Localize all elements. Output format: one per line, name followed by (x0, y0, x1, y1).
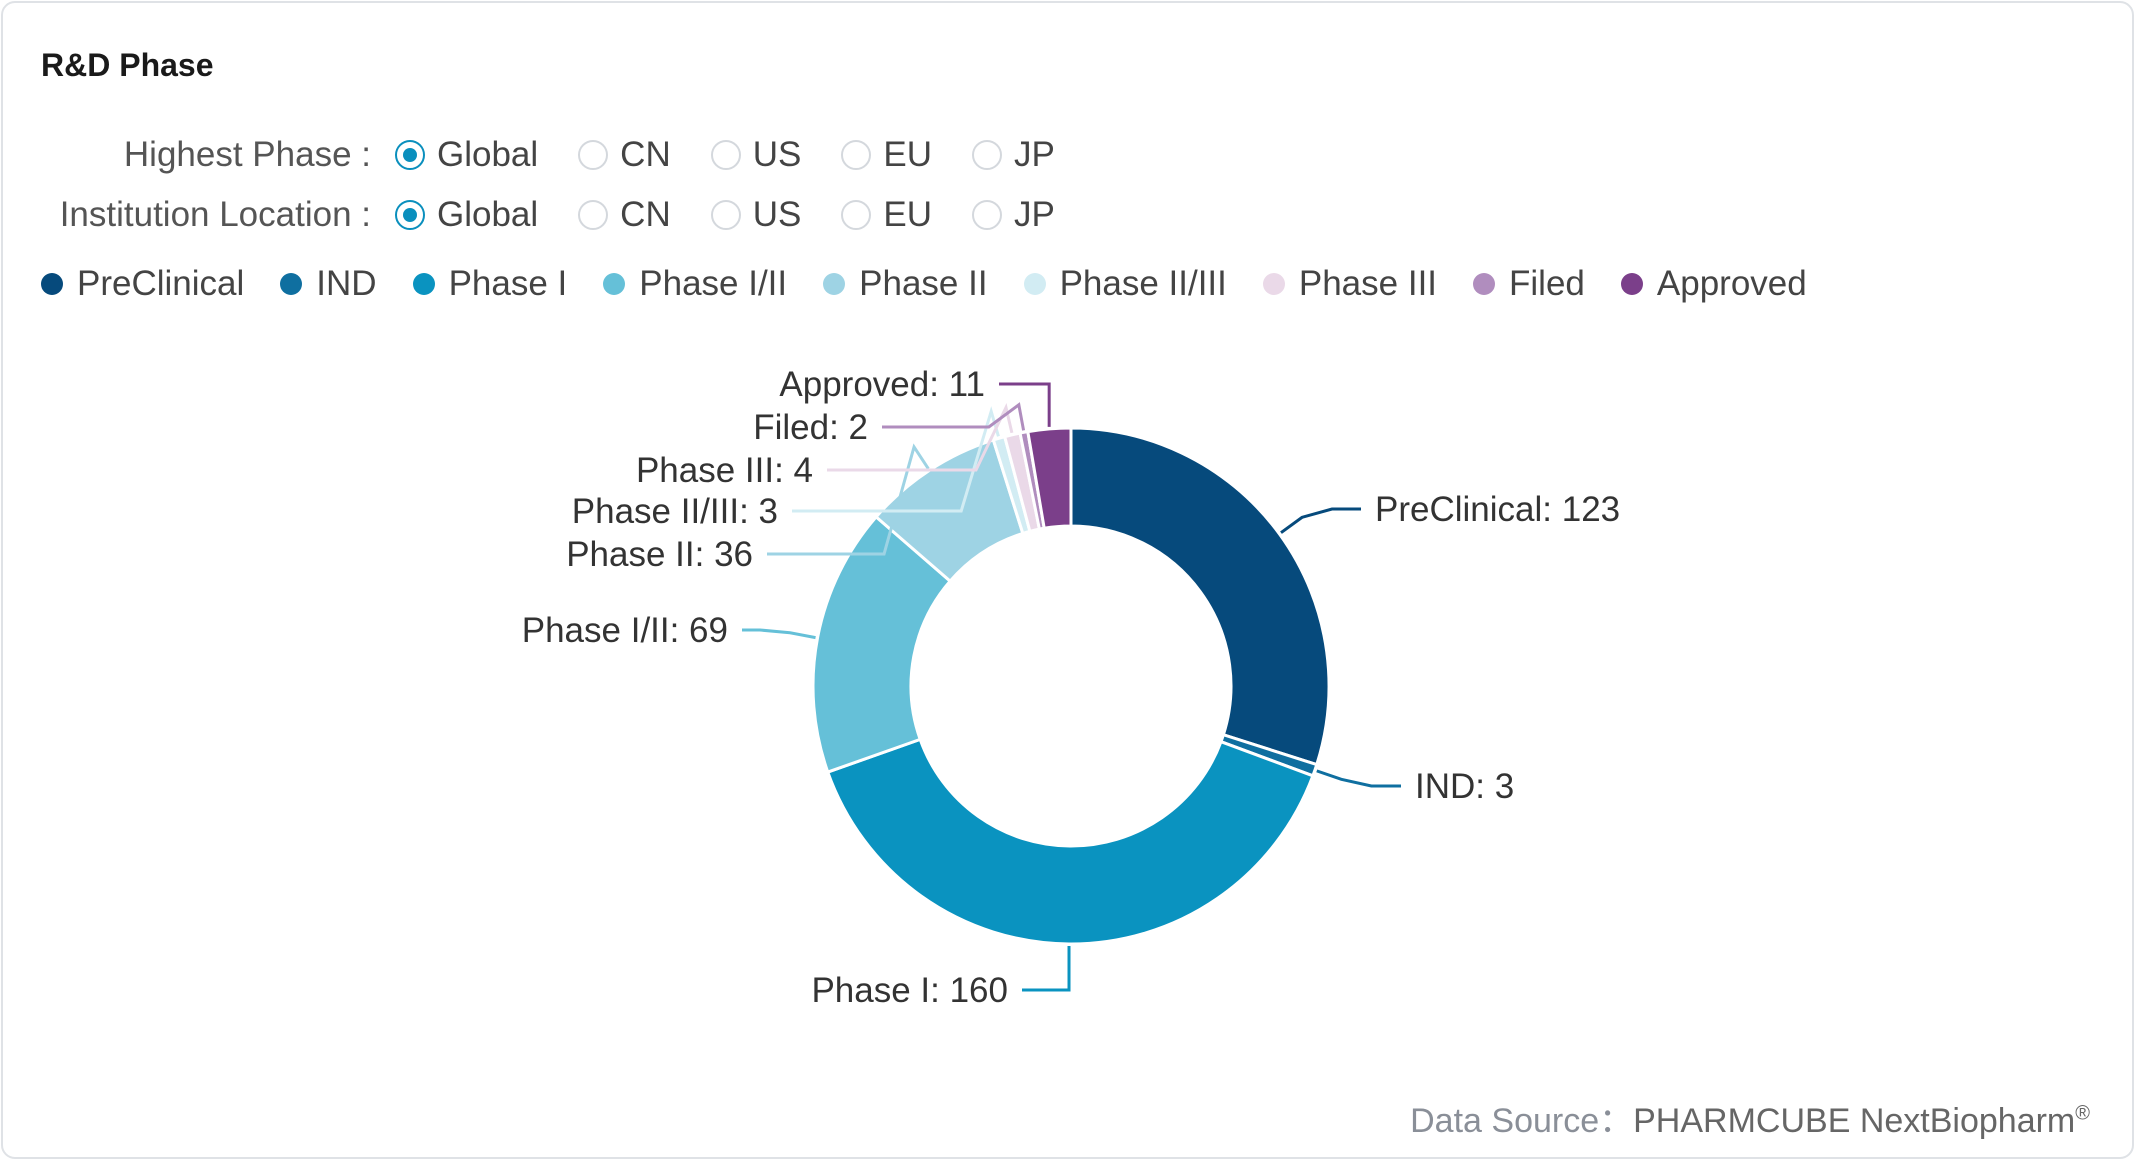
slice-phase-i[interactable] (825, 737, 1315, 946)
legend-item-phase-ii-iii[interactable]: Phase II/III (1023, 264, 1227, 304)
data-source: Data Source：PHARMCUBE NextBiopharm® (1410, 1093, 2090, 1142)
leader-line-filed (882, 402, 1026, 431)
page-title: R&D Phase (41, 47, 214, 83)
donut-chart: PreClinical: 123 IND: 3 Phase I: 160 Phase … (522, 365, 1620, 1010)
location-option-eu[interactable]: EU (841, 195, 932, 235)
highest-phase-label: Highest Phase : (123, 135, 371, 174)
radio-label: JP (1013, 195, 1055, 234)
radio-unchecked-icon[interactable] (578, 140, 609, 170)
registered-mark: ® (2075, 1102, 2090, 1125)
legend-label: PreClinical (77, 264, 245, 303)
location-option-global[interactable]: Global (395, 195, 538, 235)
radio-label: US (752, 195, 802, 234)
radio-label: CN (620, 135, 671, 174)
institution-location-filter: Institution Location : Global CN US EU J… (3, 190, 1095, 240)
highest-phase-option-cn[interactable]: CN (578, 135, 671, 175)
legend-marker (280, 273, 303, 295)
radio-unchecked-icon[interactable] (841, 140, 872, 170)
legend-marker (41, 273, 63, 295)
legend-label: Phase II/III (1059, 264, 1227, 303)
legend-item-approved[interactable]: Approved (1620, 264, 1807, 304)
legend-label: Phase III (1298, 264, 1438, 303)
legend-item-phase-i-ii[interactable]: Phase I/II (603, 264, 787, 304)
radio-checked-icon[interactable] (395, 200, 425, 230)
data-label-approved: Approved: 11 (779, 365, 985, 404)
slice-approved[interactable] (1026, 426, 1073, 530)
radio-unchecked-icon[interactable] (971, 200, 1002, 230)
legend-label: Approved (1656, 264, 1807, 303)
legend-marker (823, 273, 846, 295)
leader-line-preclinical (1280, 507, 1361, 534)
legend-item-preclinical[interactable]: PreClinical (41, 264, 244, 304)
radio-label: US (752, 135, 802, 174)
slice-preclinical[interactable] (1069, 426, 1331, 767)
legend-item-phase-iii[interactable]: Phase III (1262, 264, 1438, 304)
location-option-jp[interactable]: JP (971, 195, 1055, 235)
highest-phase-filter: Highest Phase : Global CN US EU JP (3, 130, 1095, 180)
highest-phase-option-jp[interactable]: JP (971, 135, 1055, 175)
legend-label: IND (316, 264, 377, 303)
data-source-value: PHARMCUBE NextBiopharm (1633, 1102, 2076, 1140)
location-option-cn[interactable]: CN (578, 195, 671, 235)
radio-checked-icon[interactable] (395, 140, 425, 170)
legend-marker (1262, 273, 1285, 295)
legend-item-phase-i[interactable]: Phase I (412, 264, 568, 304)
data-label-phase-i-ii: Phase I/II: 69 (522, 611, 728, 650)
chart-legend: PreClinical IND Phase I Phase I/II Phase II P… (41, 259, 1843, 309)
data-label-phase-ii-iii: Phase II/III: 3 (572, 492, 778, 531)
legend-marker (1023, 273, 1046, 295)
data-label-phase-i: Phase I: 160 (811, 971, 1008, 1010)
legend-marker (412, 273, 435, 295)
radio-unchecked-icon[interactable] (841, 200, 872, 230)
data-source-label: Data Source： (1410, 1102, 1634, 1140)
radio-label: Global (437, 135, 539, 174)
data-label-preclinical: PreClinical: 123 (1375, 490, 1620, 529)
radio-label: Global (437, 195, 539, 234)
data-label-ind: IND: 3 (1415, 767, 1514, 806)
radio-unchecked-icon[interactable] (710, 200, 741, 230)
leader-line-ind (1316, 769, 1401, 788)
legend-marker (603, 273, 626, 295)
data-label-phase-iii: Phase III: 4 (636, 451, 813, 490)
radio-unchecked-icon[interactable] (710, 140, 741, 170)
legend-label: Phase II (859, 264, 988, 303)
legend-item-phase-ii[interactable]: Phase II (823, 264, 988, 304)
highest-phase-option-us[interactable]: US (710, 135, 802, 175)
legend-marker (1620, 273, 1643, 295)
highest-phase-option-eu[interactable]: EU (841, 135, 932, 175)
legend-label: Phase I (448, 264, 568, 303)
leader-line-phase-i (1022, 945, 1071, 992)
leader-line-phase-iii (827, 402, 1014, 472)
radio-label: CN (620, 195, 671, 234)
legend-label: Filed (1509, 264, 1585, 303)
data-label-phase-ii: Phase II: 36 (566, 535, 753, 574)
highest-phase-option-global[interactable]: Global (395, 135, 538, 175)
leader-line-approved (999, 382, 1051, 427)
radio-unchecked-icon[interactable] (971, 140, 1002, 170)
location-option-us[interactable]: US (710, 195, 802, 235)
legend-item-ind[interactable]: IND (280, 264, 377, 304)
data-label-filed: Filed: 2 (753, 408, 868, 447)
legend-item-filed[interactable]: Filed (1473, 264, 1585, 304)
legend-label: Phase I/II (639, 264, 788, 303)
radio-label: JP (1013, 135, 1055, 174)
radio-unchecked-icon[interactable] (578, 200, 609, 230)
legend-marker (1473, 273, 1496, 295)
leader-line-phase-ii (767, 443, 930, 556)
radio-label: EU (883, 135, 932, 174)
leader-line-phase-i-ii (742, 628, 816, 640)
radio-label: EU (883, 195, 932, 234)
institution-location-label: Institution Location : (59, 195, 371, 234)
